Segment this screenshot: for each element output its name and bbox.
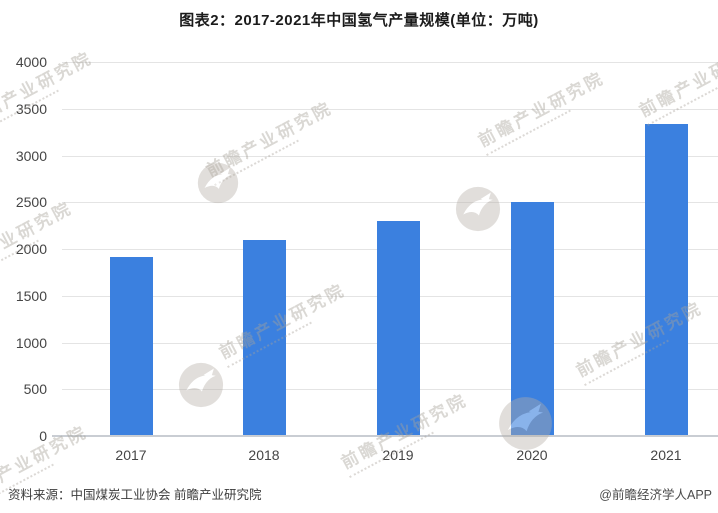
bar-2021 [644, 123, 688, 436]
watermark-label: 前瞻产业研究院 [0, 198, 76, 281]
watermark-subline [646, 77, 718, 126]
footer: 资料来源：中国煤炭工业协会 前瞻产业研究院 @前瞻经济学人APP [8, 484, 712, 503]
bar-2019 [376, 220, 420, 436]
y-tick-label: 500 [23, 381, 47, 398]
x-axis-line [52, 435, 718, 437]
watermark-label: 前瞻产业研究院 [203, 98, 336, 181]
y-tick-label: 3500 [15, 100, 47, 117]
y-tick-label: 2500 [15, 194, 47, 211]
watermark-text: 前瞻产业研究院 [473, 64, 611, 156]
qianzhan-logo-icon [178, 362, 224, 413]
watermark-subline [213, 137, 300, 186]
gridline-3000 [62, 155, 718, 157]
watermark-text: 前瞻产业研究院 [634, 34, 718, 126]
gridline-2500 [62, 202, 718, 204]
gridline-3500 [62, 108, 718, 110]
bar-2017 [109, 256, 153, 436]
x-tick-label-2017: 2017 [115, 447, 147, 463]
y-tick-label: 4000 [15, 54, 47, 70]
watermark-text: 前瞻产业研究院 [571, 294, 709, 386]
y-tick-label: 0 [39, 428, 47, 444]
gridline-4000 [62, 62, 718, 63]
x-tick-label-2018: 2018 [248, 447, 280, 463]
y-tick-label: 1500 [15, 287, 47, 304]
bar-2020 [510, 202, 554, 436]
x-tick-label-2021: 2021 [650, 447, 682, 463]
x-tick-label-2020: 2020 [516, 447, 548, 463]
bar-2018 [242, 239, 286, 436]
y-tick-label: 1000 [15, 334, 47, 351]
qianzhan-logo-icon [455, 186, 501, 237]
source-note: 资料来源：中国煤炭工业协会 前瞻产业研究院 [8, 488, 262, 502]
y-tick-label: 2000 [15, 241, 47, 257]
y-tick-label: 3000 [15, 147, 47, 164]
chart-title: 图表2：2017-2021年中国氢气产量规模(单位：万吨) [179, 12, 539, 29]
x-tick-label-2019: 2019 [382, 447, 414, 463]
watermark-text: 前瞻产业研究院 [201, 94, 339, 186]
watermark-subline [485, 107, 572, 156]
credit-note: @前瞻经济学人APP [599, 488, 712, 502]
